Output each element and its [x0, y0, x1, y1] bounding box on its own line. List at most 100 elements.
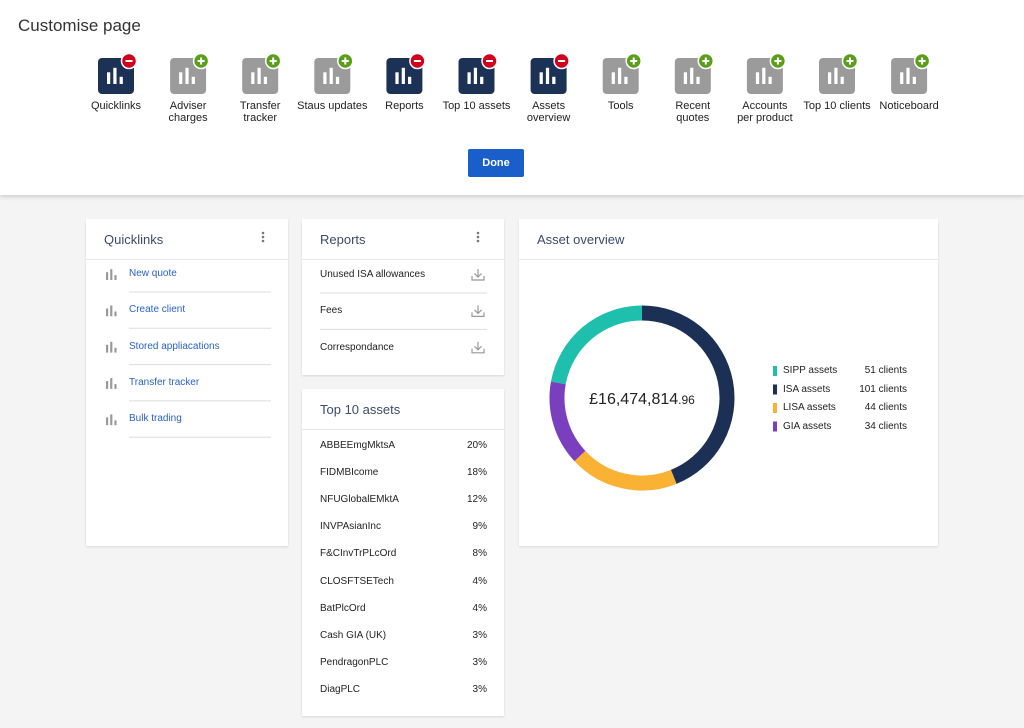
- legend-swatch: [773, 366, 777, 376]
- panel-title: Asset overview: [537, 232, 625, 247]
- donut-segment: [549, 381, 586, 462]
- asset-share: 3%: [472, 683, 487, 695]
- reports-panel: Reports: [302, 219, 504, 375]
- widget-label[interactable]: Quicklinks: [90, 100, 142, 112]
- glyph-bar: [106, 344, 109, 353]
- report-item[interactable]: Unused ISA allowances: [320, 269, 426, 280]
- quicklink[interactable]: Stored appliacations: [129, 340, 220, 352]
- asset-share: 9%: [472, 521, 487, 533]
- glyph-bar: [106, 272, 109, 280]
- glyph-bar: [114, 311, 117, 317]
- legend-name: LISA assets: [783, 402, 836, 413]
- asset-name: DiagPLC: [320, 683, 361, 695]
- glyph-bar: [467, 72, 471, 84]
- glyph-bar: [696, 76, 700, 84]
- menu-dot: [261, 235, 265, 239]
- widget-label[interactable]: Recent quotes: [675, 100, 711, 124]
- glyph-bar: [828, 72, 832, 84]
- asset-name: BatPlcOrd: [320, 602, 366, 614]
- glyph-bar: [185, 67, 189, 84]
- glyph-bar: [107, 72, 111, 84]
- widget-label[interactable]: Assets overview: [526, 100, 571, 124]
- glyph-bar: [906, 67, 910, 84]
- quicklink[interactable]: New quote: [129, 268, 177, 279]
- panel-header: [302, 389, 504, 430]
- asset-name: ABBEEmgMktsA: [320, 440, 396, 451]
- menu-dot: [261, 231, 265, 235]
- donut-total: £16,474,814.96: [589, 391, 695, 408]
- widget-label[interactable]: Staus updates: [297, 100, 368, 112]
- menu-dot: [476, 239, 480, 243]
- widget-label[interactable]: Top 10 assets: [442, 100, 511, 112]
- glyph-bar: [539, 72, 543, 84]
- asset-name: Cash GIA (UK): [320, 629, 387, 641]
- asset-share: 4%: [472, 575, 487, 587]
- glyph-bar: [110, 414, 113, 426]
- legend-swatch: [773, 421, 777, 432]
- glyph-bar: [912, 76, 916, 84]
- badge-v: [704, 57, 707, 65]
- glyph-bar: [611, 72, 615, 84]
- menu-dot: [476, 231, 480, 235]
- glyph-bar: [106, 381, 109, 389]
- glyph-bar: [106, 308, 109, 317]
- download-icon: [471, 305, 485, 317]
- badge-h: [125, 60, 133, 62]
- glyph-bar: [257, 67, 261, 84]
- report-item[interactable]: Fees: [320, 305, 343, 317]
- report-item[interactable]: Correspondance: [320, 341, 394, 353]
- glyph-bar: [552, 76, 556, 84]
- widget-label[interactable]: Adviser charges: [168, 100, 208, 124]
- done-button[interactable]: Done: [468, 149, 524, 177]
- glyph-bar: [110, 305, 113, 317]
- badge-v: [344, 57, 347, 65]
- glyph-bar: [683, 72, 688, 84]
- menu-dot: [261, 239, 265, 243]
- glyph-bar: [900, 72, 904, 84]
- menu-dot: [476, 235, 480, 239]
- legend-name: GIA assets: [783, 420, 832, 432]
- widget-label[interactable]: Top 10 clients: [803, 100, 871, 112]
- glyph-bar: [114, 420, 117, 426]
- badge-h: [413, 60, 421, 62]
- quicklink[interactable]: Transfer tracker: [129, 376, 200, 388]
- widget-label[interactable]: Reports: [385, 100, 424, 112]
- glyph-bar: [408, 76, 412, 84]
- legend-name: SIPP assets: [783, 365, 838, 376]
- panel-title: Top 10 assets: [320, 402, 401, 417]
- total-fraction: .96: [678, 393, 695, 407]
- glyph-bar: [323, 72, 327, 84]
- asset-share: 12%: [466, 494, 487, 506]
- glyph-bar: [329, 67, 333, 84]
- glyph-bar: [179, 72, 183, 84]
- badge-v: [632, 57, 635, 65]
- glyph-bar: [840, 76, 844, 84]
- panel-header: [86, 219, 288, 260]
- badge-v: [921, 57, 924, 65]
- quicklinks-panel: Quicklinks: [86, 219, 288, 546]
- panel-header: [302, 219, 504, 260]
- glyph-bar: [251, 72, 255, 84]
- quicklink[interactable]: Bulk trading: [129, 413, 182, 425]
- glyph-bar: [762, 67, 766, 84]
- glyph-bar: [401, 67, 405, 84]
- widget-label[interactable]: Accounts per product: [737, 100, 793, 124]
- asset-share: 20%: [466, 440, 487, 451]
- quicklink[interactable]: Create client: [129, 304, 186, 316]
- badge-v: [776, 57, 779, 65]
- asset-name: CLOSFTSETech: [320, 575, 394, 587]
- glyph-bar: [114, 347, 117, 353]
- panel-header: [519, 219, 938, 260]
- glyph-bar: [545, 67, 550, 84]
- download-icon: [471, 341, 485, 354]
- widget-label[interactable]: Transfer tracker: [239, 100, 281, 124]
- legend-value: 101 clients: [859, 383, 907, 395]
- widget-label[interactable]: Noticeboard: [879, 100, 939, 112]
- legend-value: 51 clients: [864, 365, 907, 376]
- glyph-bar: [834, 67, 838, 84]
- donut-segment: [641, 305, 735, 484]
- glyph-bar: [755, 72, 760, 84]
- panel-title: Quicklinks: [104, 232, 164, 247]
- widget-label[interactable]: Tools: [607, 100, 634, 112]
